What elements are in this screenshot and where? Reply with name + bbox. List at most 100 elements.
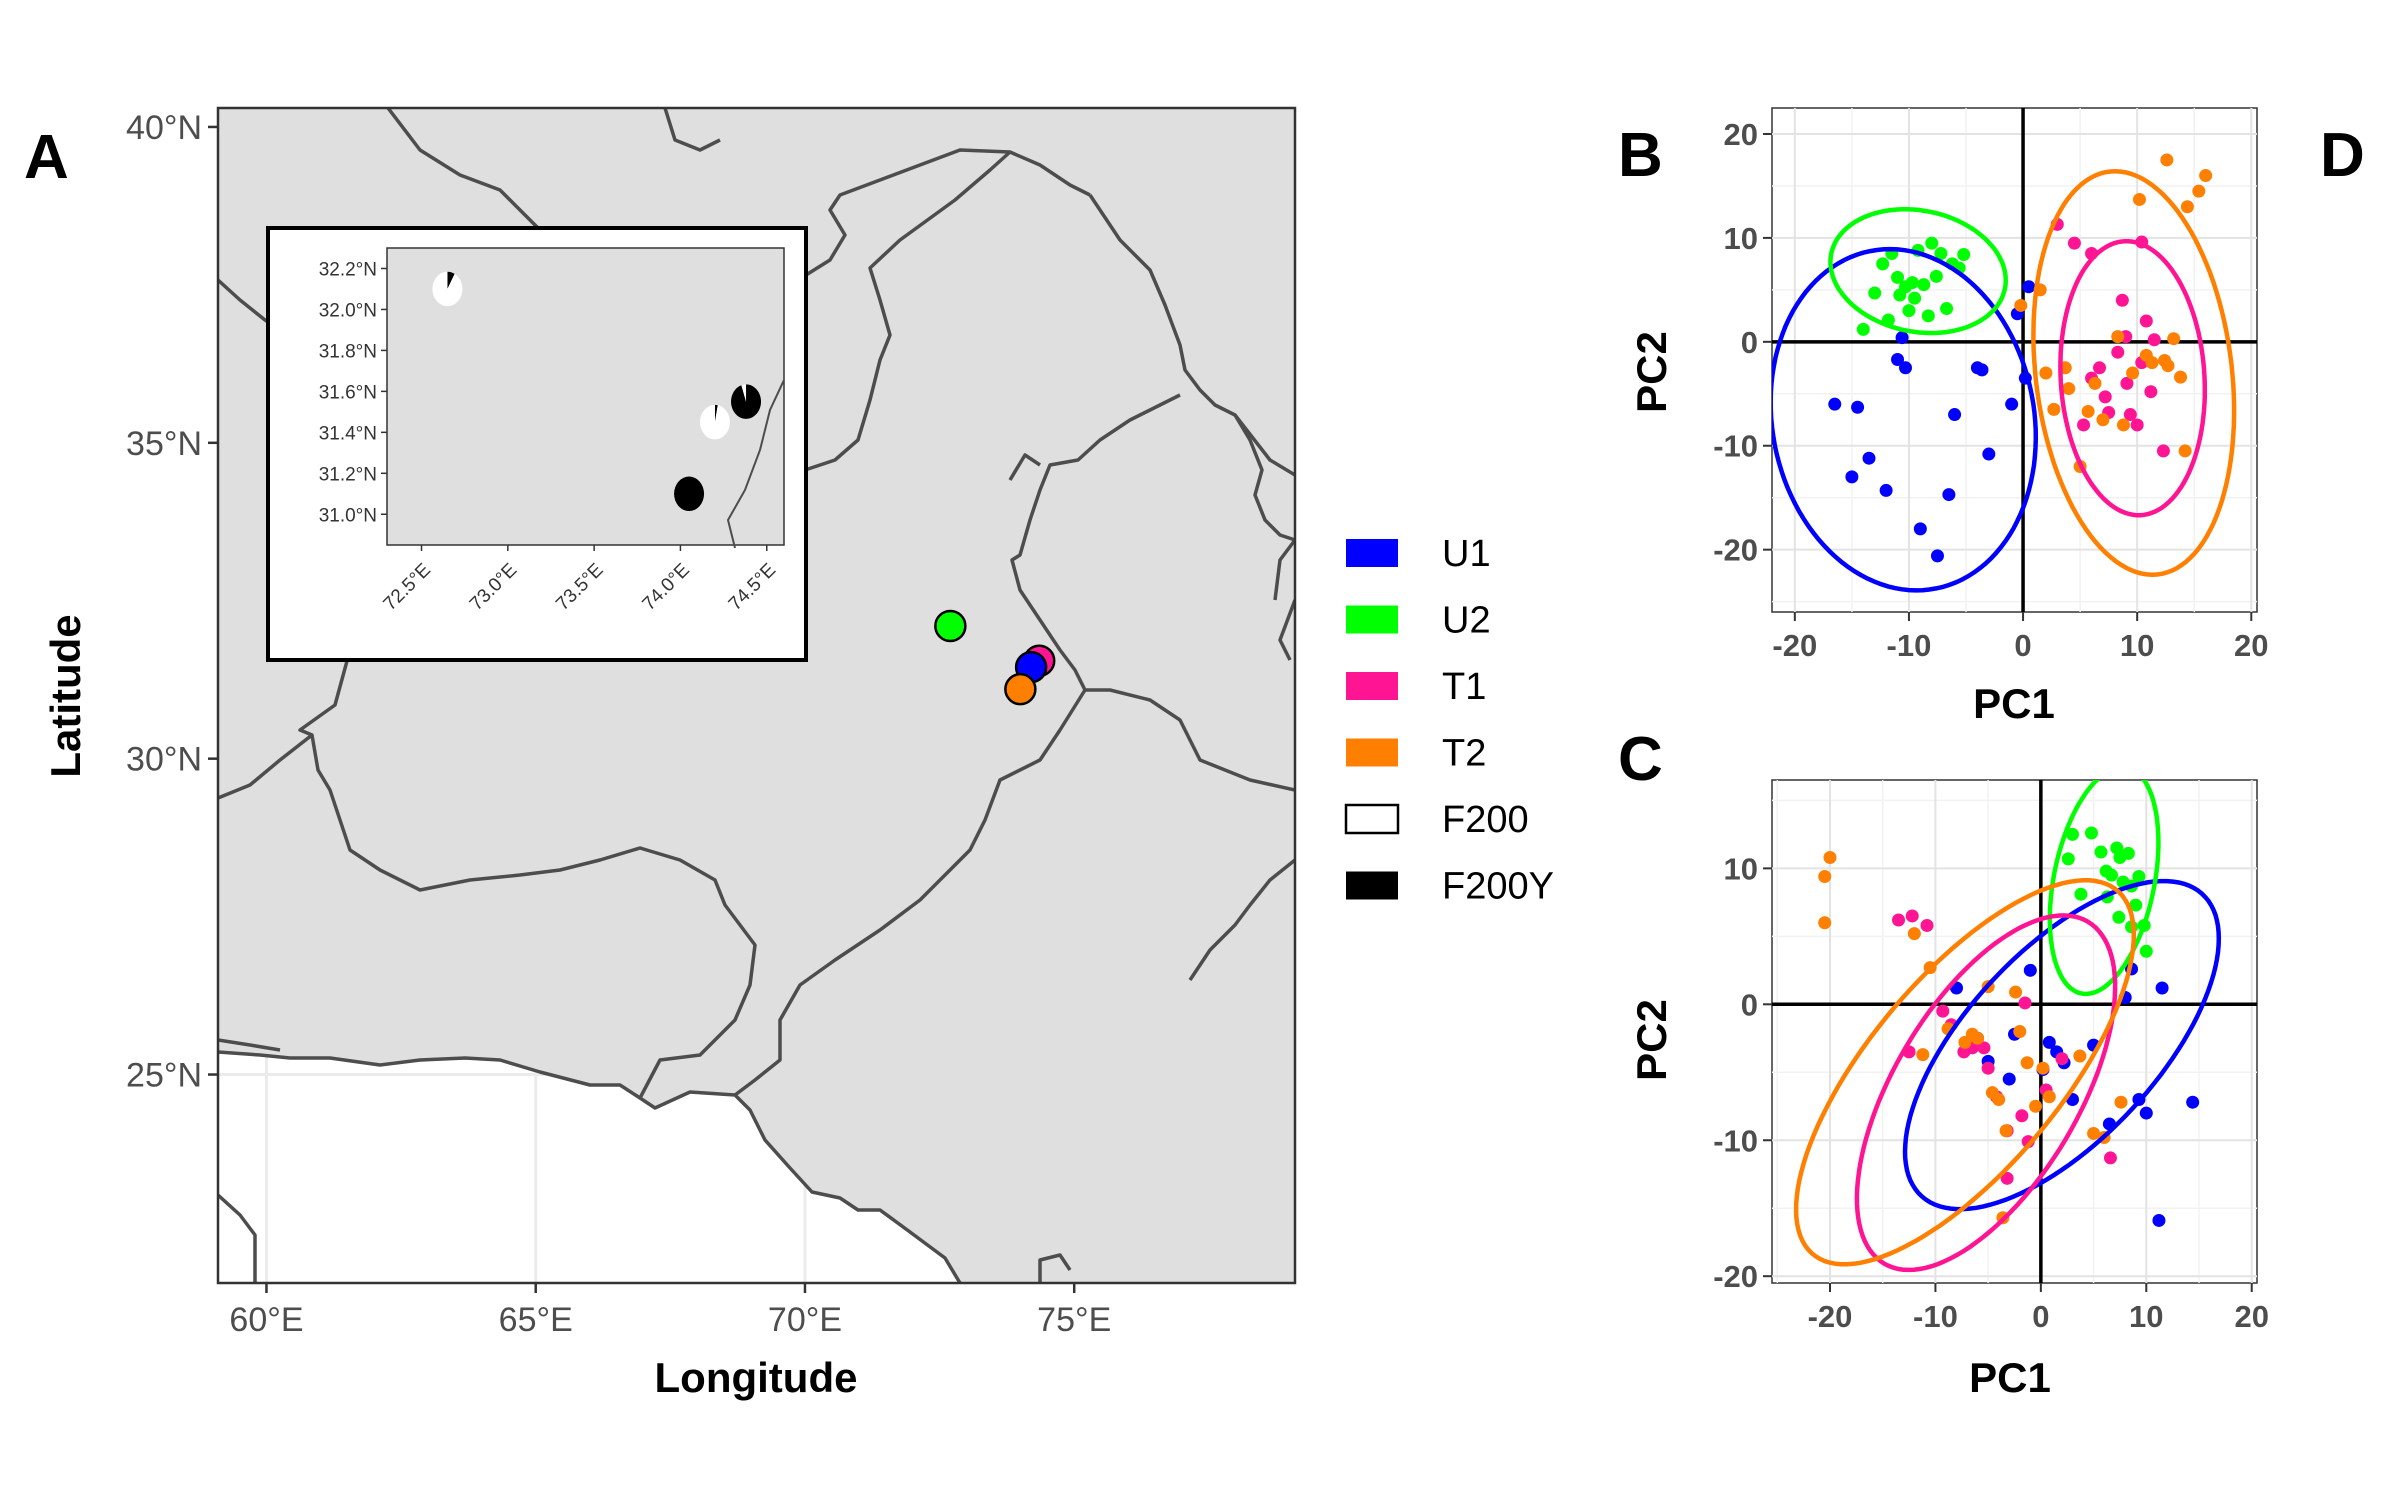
pca-c-y-tick-label: -10 [1713,1123,1758,1158]
pca-c-point-u1 [2042,1035,2056,1049]
pca-b-axes: -20 -10 0 10 20 -20 -10 0 10 20 [1713,117,2268,663]
pca-b-x-tick-label: 0 [2014,628,2031,663]
pca-b-point-t1 [2093,361,2107,375]
pca-b-point-t2 [2062,382,2076,396]
pca-c-point-u2 [2112,910,2126,924]
panel-label-b: B [1618,121,1663,190]
pca-b-point-u1 [1895,331,1909,345]
pca-b-point-t2 [2199,169,2213,183]
legend: U1 U2 T1 T2 F200 F200Y [1344,533,1554,908]
inset-y-tick-label: 31.4°N [319,423,377,444]
pca-b-point-t1 [2111,345,2125,359]
pca-b-point-u1 [1948,408,1962,422]
pca-b-point-t2 [2178,444,2192,458]
pca-b-point-u1 [1891,352,1905,366]
pca-c-point-t2 [1916,1048,1930,1062]
inset-y-tick-label: 31.6°N [319,382,377,403]
pca-c-ellipse-t2 [1793,878,2137,1267]
inset-pie [674,476,705,512]
pca-b-point-t1 [2067,236,2081,250]
panel-label-c: C [1618,725,1663,794]
pca-b-point-t2 [2088,376,2102,390]
pca-b-point-t2 [2180,200,2194,214]
pca-b-point-u1 [1879,483,1893,497]
pca-b-series-u1 [1828,280,2036,563]
pca-b-x-tick-label: -20 [1772,628,1817,663]
legend-label-u1: U1 [1442,533,1491,575]
pca-b-point-u2 [1934,246,1948,260]
pca-b-y-tick-label: 0 [1741,325,1758,360]
pca-c-point-u1 [2155,981,2169,995]
map-x-tick-label: 70°E [768,1301,842,1339]
pca-c-point-t1 [2055,1052,2069,1066]
map-borders [218,108,1295,1283]
pca-c-y-tick-label: -20 [1713,1259,1758,1294]
pca-b-point-t1 [2144,385,2158,399]
pca-b-point-u1 [2022,280,2036,294]
pca-b-ellipse-u2 [1828,207,2008,336]
pie-slice-f200y [674,476,705,512]
map-y-tick-label: 30°N [126,741,202,779]
legend-label-f200y: F200Y [1442,866,1554,908]
pca-b-point-t1 [2115,293,2129,307]
map-y-tick-label: 25°N [126,1057,202,1095]
pca-c-point-u2 [2129,898,2143,912]
map-point-u2 [934,609,967,643]
pca-b-point-t2 [2132,192,2146,206]
pca-c-x-tick-label: 0 [2032,1299,2049,1334]
pca-b-y-tick-label: -10 [1713,429,1758,464]
pca-c-point-t2 [2042,1090,2056,1104]
pca-b-point-u2 [1925,236,1939,250]
pca-b-point-t2 [2126,366,2140,380]
pca-b-point-t2 [2116,418,2130,432]
inset-y-tick-label: 32.2°N [319,259,377,280]
pca-c-x-axis-label: PC1 [1969,1354,2051,1401]
inset-y-tick-label: 31.0°N [319,505,377,526]
pca-c-point-t1 [2103,1151,2117,1165]
map-x-tick-label: 75°E [1037,1301,1111,1339]
pca-c-point-t1 [2000,1171,2014,1185]
pca-b-series-t2 [2014,153,2213,474]
pca-b-point-t2 [2111,330,2125,344]
pca-b-point-t2 [2192,184,2206,198]
inset-y-tick-label: 31.8°N [319,341,377,362]
legend-key-f200 [1344,803,1400,835]
pca-b-point-t2 [2014,298,2028,312]
pca-b-y-tick-label: 10 [1724,221,1758,256]
pca-b-ellipse-u1 [1772,246,2039,593]
pie-slice-f200 [432,271,463,307]
pca-b-point-u2 [1902,304,1916,318]
sample-site-markers [934,609,1056,706]
pca-panel-b: -20 -10 0 10 20 -20 -10 0 10 20 PC1 PC2 [1628,107,2269,727]
pca-b-point-u2 [1957,248,1971,262]
pca-b-series-t1 [2050,217,2170,458]
pca-c-ellipse-u2 [2047,780,2161,997]
pca-b-point-t2 [2160,153,2174,167]
pca-c-point-t2 [2073,1049,2087,1063]
pca-b-point-u2 [1876,257,1890,271]
pca-c-point-t2 [1971,1031,1985,1045]
pca-c-point-u1 [2002,1072,2016,1086]
pca-b-point-t1 [2098,390,2112,404]
pca-c-point-u2 [2105,868,2118,882]
pca-c-point-t2 [2013,1025,2027,1038]
pca-b-point-u2 [1921,309,1935,323]
pca-b-point-t1 [2139,314,2153,328]
pca-b-x-tick-label: 10 [2120,628,2154,663]
pca-b-point-u2 [1905,276,1919,290]
map-y-axis-label: Latitude [42,614,89,777]
legend-key-u1 [1346,539,1398,567]
pca-b-point-u1 [1982,447,1996,461]
pie-slice-f200y [447,271,455,289]
inset-y-tick-label: 31.2°N [319,464,377,485]
inset-y-tick-label: 32.0°N [319,300,377,321]
pca-b-point-t1 [2123,408,2137,422]
pca-c-x-tick-label: 10 [2129,1299,2163,1334]
pca-b-point-u1 [1862,451,1876,465]
pca-b-point-t2 [2167,332,2181,346]
legend-key-t1 [1346,672,1398,700]
pca-b-point-u1 [2005,397,2019,411]
pca-b-point-t1 [2156,444,2170,458]
map-point-t2 [1004,672,1037,706]
